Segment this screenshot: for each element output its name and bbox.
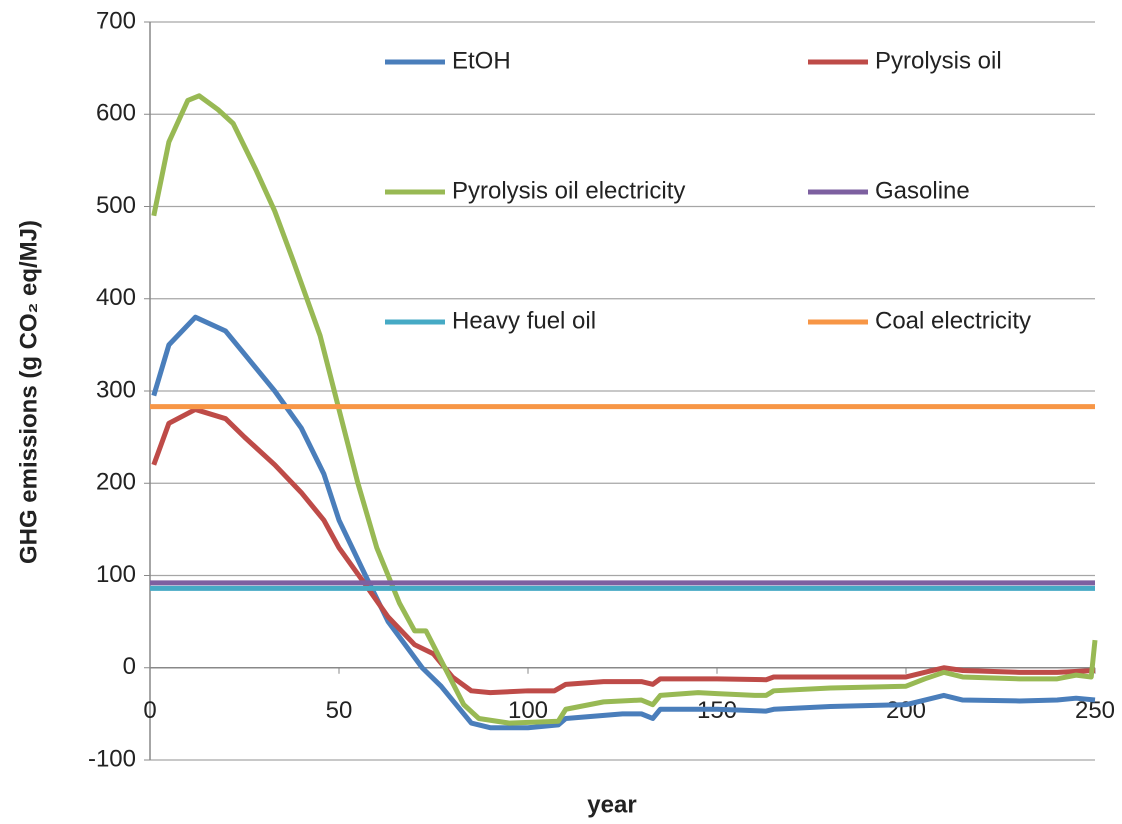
y-axis-title: GHG emissions (g CO₂ eq/MJ)	[15, 220, 42, 564]
legend-label: EtOH	[452, 47, 511, 74]
y-tick-label: 400	[96, 284, 136, 311]
x-tick-label: 250	[1075, 697, 1115, 724]
x-tick-label: 50	[326, 697, 353, 724]
x-tick-label: 0	[143, 697, 156, 724]
y-tick-label: 300	[96, 376, 136, 403]
series-line	[151, 93, 1098, 726]
series-line	[151, 314, 1096, 731]
x-axis-title: year	[587, 791, 636, 818]
y-tick-label: 100	[96, 561, 136, 588]
legend-label: Heavy fuel oil	[452, 307, 596, 334]
legend-label: Pyrolysis oil electricity	[452, 177, 685, 204]
legend-label: Coal electricity	[875, 307, 1031, 334]
y-tick-label: 0	[123, 653, 136, 680]
legend-label: Gasoline	[875, 177, 970, 204]
y-tick-label: 600	[96, 100, 136, 127]
series-line	[151, 406, 1096, 696]
y-tick-label: -100	[88, 745, 136, 772]
y-tick-label: 500	[96, 192, 136, 219]
y-tick-label: 700	[96, 7, 136, 34]
legend-label: Pyrolysis oil	[875, 47, 1002, 74]
y-tick-label: 200	[96, 469, 136, 496]
